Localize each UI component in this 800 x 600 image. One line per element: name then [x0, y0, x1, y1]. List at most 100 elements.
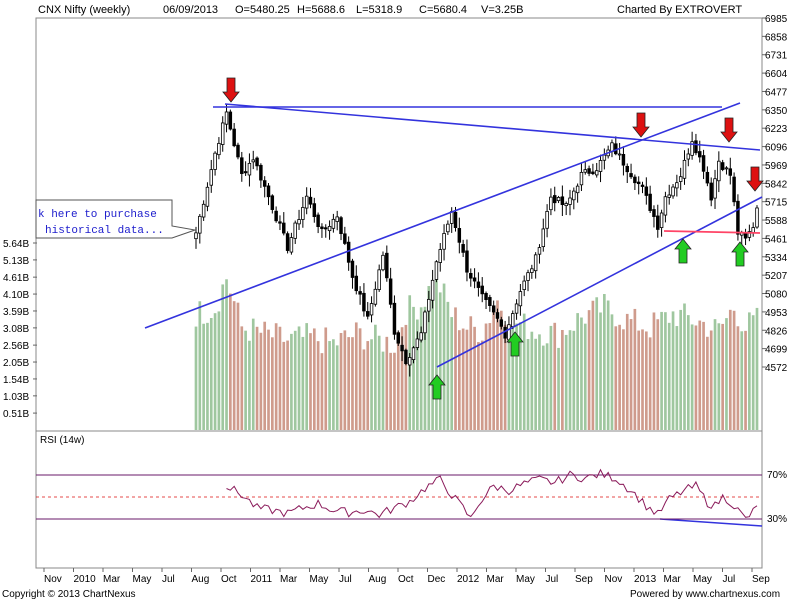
volume-tick-label: 4.10B — [3, 290, 29, 301]
volume-bar — [541, 345, 545, 430]
volume-tick-label: 3.08B — [3, 324, 29, 335]
volume-bar — [362, 349, 366, 430]
price-tick-label: 5207 — [765, 271, 788, 282]
volume-bar — [194, 326, 198, 430]
volume-bar — [396, 331, 400, 430]
candle-body — [499, 319, 504, 327]
volume-bar — [232, 301, 236, 430]
x-tick-label: 2010 — [74, 574, 97, 585]
volume-bar — [370, 339, 373, 430]
callout-line-1[interactable]: k here to purchase — [38, 209, 157, 221]
candle-body — [362, 292, 366, 312]
rising-channel-top-line — [144, 102, 741, 329]
volume-tick-label: 2.56B — [3, 341, 29, 352]
candle-body — [320, 226, 324, 229]
volume-bar — [698, 320, 702, 430]
volume-bar — [198, 301, 202, 430]
header-close: C=5680.4 — [419, 4, 467, 16]
candle-body — [301, 207, 305, 220]
volume-bar — [507, 328, 511, 430]
volume-bar — [675, 326, 679, 430]
volume-axis: 5.64B 5.13B 4.61B 4.10B 3.59B 3.08B 2.56B 2.05B… — [3, 239, 37, 420]
candle-body — [411, 347, 416, 360]
trendlines — [144, 102, 763, 527]
volume-bar — [625, 313, 629, 430]
candle-body — [377, 269, 381, 290]
volume-bar — [751, 315, 755, 430]
volume-bar — [469, 316, 473, 430]
rsi-label: RSI (14w) — [40, 435, 84, 446]
candle-body — [316, 214, 320, 228]
volume-bar — [442, 283, 446, 430]
volume-bar — [446, 301, 450, 430]
candle-body — [343, 233, 347, 244]
volume-bar — [633, 308, 637, 430]
volume-bar — [427, 286, 431, 430]
volume-bar — [480, 340, 484, 430]
x-tick-label: May — [516, 574, 535, 585]
x-tick-label: Aug — [369, 574, 387, 585]
price-tick-label: 4826 — [765, 326, 788, 337]
volume-bar — [240, 326, 244, 430]
purchase-callout[interactable]: k here to purchase historical data... — [35, 199, 197, 239]
volume-bar — [454, 307, 457, 430]
candle-body — [259, 164, 263, 181]
candle-body — [484, 292, 488, 300]
candle-body — [224, 111, 229, 125]
volume-bar — [438, 292, 442, 430]
candle-body — [728, 168, 733, 176]
x-tick-label: Nov — [44, 574, 62, 585]
candle-body — [644, 186, 649, 196]
candle-body — [602, 154, 607, 161]
candle-body — [346, 241, 351, 263]
volume-bar — [538, 334, 541, 430]
volume-bar — [354, 322, 358, 430]
candle-body — [732, 176, 736, 203]
candle-body — [220, 122, 225, 145]
footer-powered[interactable]: Powered by www.chartnexus.com — [630, 589, 780, 600]
volume-bar — [637, 330, 641, 430]
candle-body — [350, 260, 355, 278]
volume-bar — [351, 337, 354, 430]
header-open: O=5480.25 — [235, 4, 290, 16]
candle-body — [530, 268, 534, 273]
x-tick-label: Mar — [664, 574, 682, 585]
candle-body — [247, 162, 252, 176]
volume-bar — [484, 323, 488, 430]
candle-body — [274, 210, 278, 222]
callout-box[interactable] — [35, 199, 197, 239]
candle-body — [423, 311, 427, 334]
x-axis: Nov 2010 Mar May Jul Aug Oct 2011 Mar May Jul Aug Oc… — [36, 567, 770, 585]
candle-body — [388, 278, 393, 305]
volume-bar — [496, 300, 499, 430]
price-tick-label: 6985 — [765, 14, 788, 25]
candle-body — [541, 228, 546, 248]
price-tick-label: 5334 — [765, 253, 788, 264]
candle-body — [457, 228, 462, 243]
candle-body — [205, 186, 210, 207]
volume-bar — [290, 333, 293, 430]
candle-body — [465, 250, 469, 273]
candle-body — [682, 159, 687, 179]
candle-body — [633, 176, 637, 184]
x-tick-label: Dec — [428, 574, 446, 585]
candle-body — [278, 221, 282, 224]
volume-bar — [526, 339, 530, 430]
candle-body — [572, 190, 576, 201]
candle-body — [678, 176, 683, 182]
candle-body — [629, 173, 633, 178]
candle-body — [690, 141, 694, 156]
volume-bar — [492, 311, 496, 430]
price-axis: 6985 6858 6731 6604 6477 6350 6223 6096 5969 5842… — [762, 14, 788, 374]
volume-bar — [263, 321, 267, 430]
volume-bar — [694, 325, 698, 430]
volume-bar — [339, 332, 343, 430]
x-tick-label: Jul — [162, 574, 175, 585]
callout-line-2[interactable]: historical data... — [45, 225, 164, 237]
volume-bar — [667, 322, 671, 430]
volume-bar — [213, 313, 217, 430]
volume-bar — [297, 326, 301, 430]
candle-body — [724, 167, 729, 170]
volume-bar — [530, 331, 534, 430]
volume-tick-label: 0.51B — [3, 409, 29, 420]
